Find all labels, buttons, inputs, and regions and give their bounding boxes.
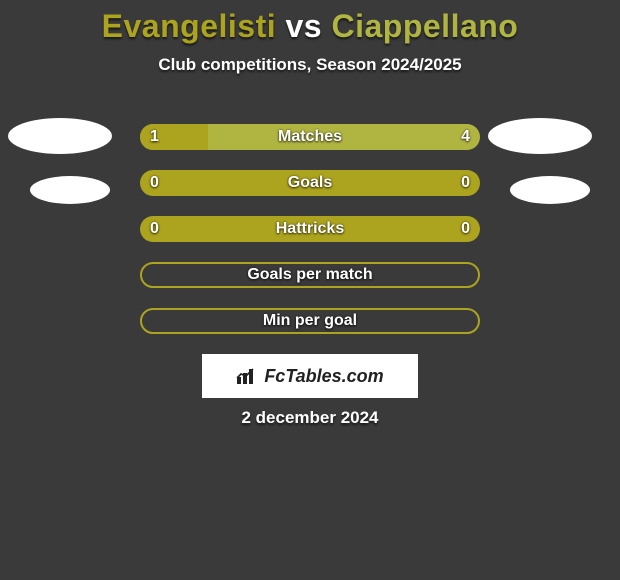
- bar-chart-icon: [236, 367, 258, 385]
- stat-row: Min per goal: [140, 308, 480, 334]
- stat-left-value: 0: [150, 170, 159, 196]
- player2-portrait: [488, 118, 592, 154]
- stat-row: Goals per match: [140, 262, 480, 288]
- page-root: Evangelisti vs Ciappellano Club competit…: [0, 0, 620, 580]
- stat-label: Goals per match: [142, 264, 478, 286]
- stat-right-value: 0: [461, 216, 470, 242]
- player2-portrait-small: [510, 176, 590, 204]
- player1-portrait-small: [30, 176, 110, 204]
- source-badge-label: FcTables.com: [264, 366, 383, 387]
- player1-portrait: [8, 118, 112, 154]
- source-badge-text: FcTables.com: [236, 366, 383, 387]
- stat-row: Goals0 0: [140, 170, 480, 196]
- page-title: Evangelisti vs Ciappellano: [0, 0, 620, 45]
- source-badge[interactable]: FcTables.com: [202, 354, 418, 398]
- stat-label: Min per goal: [142, 310, 478, 332]
- stat-label: Hattricks: [140, 216, 480, 242]
- player2-name: Ciappellano: [331, 8, 518, 44]
- player1-name: Evangelisti: [102, 8, 276, 44]
- vs-text: vs: [286, 8, 323, 44]
- page-subtitle: Club competitions, Season 2024/2025: [0, 55, 620, 75]
- stat-left-fill: [140, 124, 208, 150]
- footer-date: 2 december 2024: [0, 408, 620, 428]
- stat-left-value: 0: [150, 216, 159, 242]
- stats-panel: Matches14Goals00Hattricks00Goals per mat…: [140, 124, 480, 354]
- stat-row: Hattricks0 0: [140, 216, 480, 242]
- stat-label: Goals: [140, 170, 480, 196]
- stat-row: Matches14: [140, 124, 480, 150]
- stat-right-value: 0: [461, 170, 470, 196]
- stat-right-value: 4: [461, 124, 470, 150]
